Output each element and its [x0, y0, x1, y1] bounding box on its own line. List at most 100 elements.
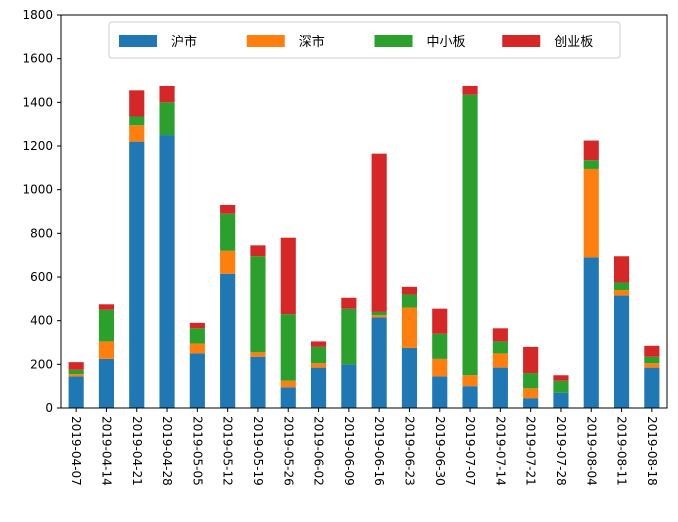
y-tick-label-1: 200 — [30, 357, 53, 371]
legend-box — [108, 21, 621, 59]
bar-segment-s2-c3 — [159, 102, 175, 136]
bar-segment-s1-c13 — [462, 375, 478, 387]
bar-segment-s1-c12 — [432, 358, 448, 377]
plot-frame — [60, 14, 668, 409]
x-tick-label-5: 2019-05-12 — [221, 416, 235, 486]
bar-segment-s3-c5 — [220, 204, 236, 214]
x-tick-label-16: 2019-07-28 — [554, 416, 568, 486]
bar-segment-s2-c1 — [98, 309, 115, 342]
bar-segment-s1-c2 — [129, 125, 145, 142]
bar-segment-s1-c14 — [492, 353, 508, 368]
x-tick-label-18: 2019-08-11 — [615, 416, 629, 486]
bar-segment-s1-c5 — [220, 250, 236, 274]
bar-segment-s3-c0 — [68, 362, 84, 370]
bar-segment-s0-c11 — [401, 347, 418, 408]
bar-segment-s2-c9 — [341, 308, 357, 365]
bar-segment-s2-c15 — [523, 373, 539, 389]
bar-segment-s3-c19 — [644, 345, 660, 357]
bar-segment-s3-c1 — [98, 304, 115, 310]
y-axis: 0 200 400 600 800 1000 1200 1400 1600 1800 — [22, 8, 61, 415]
bar-segment-s3-c6 — [250, 245, 266, 257]
bar-segment-s2-c18 — [613, 282, 630, 291]
bar-segment-s2-c14 — [492, 341, 508, 354]
x-tick-label-19: 2019-08-18 — [645, 416, 659, 486]
bar-segment-s2-c0 — [68, 369, 84, 375]
legend-swatch-0 — [119, 35, 157, 47]
bar-segment-s1-c0 — [68, 374, 84, 377]
bar-segment-s0-c4 — [189, 353, 205, 408]
x-tick-label-13: 2019-07-07 — [463, 416, 477, 486]
y-tick-label-5: 1000 — [22, 183, 53, 197]
bar-segment-s1-c19 — [644, 363, 660, 368]
y-tick-label-4: 800 — [30, 226, 53, 240]
bar-segment-s2-c17 — [583, 160, 599, 169]
bar-segment-s2-c5 — [220, 213, 236, 251]
bar-segment-s2-c11 — [401, 294, 418, 308]
bar-segment-s2-c16 — [553, 380, 569, 393]
legend-label-0: 沪市 — [171, 34, 197, 50]
bar-segment-s0-c15 — [523, 398, 539, 408]
bar-segment-s1-c1 — [98, 341, 115, 359]
bar-segment-s0-c3 — [159, 135, 175, 408]
x-tick-label-7: 2019-05-26 — [281, 416, 295, 486]
bars-layer — [68, 85, 660, 409]
y-tick-label-9: 1800 — [22, 8, 53, 22]
bar-segment-s0-c2 — [129, 141, 145, 408]
x-tick-label-0: 2019-04-07 — [69, 416, 83, 486]
bar-segment-s2-c7 — [280, 314, 296, 381]
bar-segment-s1-c10 — [371, 315, 387, 318]
bar-segment-s2-c10 — [371, 311, 387, 316]
x-tick-label-9: 2019-06-09 — [342, 416, 356, 486]
bar-segment-s3-c13 — [462, 85, 478, 95]
x-tick-label-8: 2019-06-02 — [312, 416, 326, 486]
legend-swatch-2 — [374, 35, 413, 47]
bar-segment-s2-c13 — [462, 94, 478, 376]
legend-swatch-3 — [502, 35, 541, 47]
legend: 沪市 深市 中小板 创业板 — [108, 21, 621, 59]
bar-segment-s0-c19 — [644, 367, 660, 408]
bar-segment-s2-c2 — [129, 116, 145, 126]
bar-segment-s1-c8 — [310, 363, 327, 368]
bar-segment-s1-c17 — [583, 168, 599, 258]
x-tick-label-15: 2019-07-21 — [524, 416, 538, 486]
y-tick-label-8: 1600 — [22, 52, 53, 66]
bar-segment-s0-c9 — [341, 364, 357, 408]
bar-segment-s0-c8 — [310, 367, 327, 408]
x-tick-label-14: 2019-07-14 — [493, 416, 507, 486]
bar-segment-s0-c7 — [280, 387, 296, 408]
bar-segment-s2-c4 — [189, 328, 205, 344]
bar-segment-s0-c14 — [492, 367, 508, 408]
bar-segment-s1-c11 — [401, 307, 418, 348]
x-tick-label-3: 2019-04-28 — [160, 416, 174, 486]
bar-segment-s1-c7 — [280, 380, 296, 388]
x-tick-label-12: 2019-06-30 — [433, 416, 447, 486]
bar-segment-s0-c18 — [613, 295, 630, 408]
bar-segment-s0-c0 — [68, 376, 84, 408]
bar-segment-s1-c4 — [189, 343, 205, 354]
bar-segment-s3-c4 — [189, 322, 205, 329]
y-tick-label-0: 0 — [45, 401, 53, 415]
bar-segment-s0-c17 — [583, 257, 599, 408]
bar-segment-s3-c11 — [401, 286, 418, 295]
bar-segment-s2-c6 — [250, 256, 266, 353]
bar-segment-s0-c1 — [98, 358, 115, 409]
bar-segment-s2-c12 — [432, 333, 448, 359]
y-tick-label-3: 600 — [30, 270, 53, 284]
bar-segment-s3-c9 — [341, 297, 357, 309]
x-tick-label-11: 2019-06-23 — [402, 416, 416, 486]
bar-segment-s2-c19 — [644, 356, 660, 364]
x-tick-label-6: 2019-05-19 — [251, 416, 265, 486]
bar-segment-s1-c6 — [250, 352, 266, 357]
bar-segment-s0-c13 — [462, 386, 478, 408]
y-tick-label-6: 1200 — [22, 139, 53, 153]
legend-label-1: 深市 — [299, 34, 325, 50]
bar-segment-s3-c8 — [310, 341, 327, 347]
x-tick-label-4: 2019-05-05 — [190, 416, 204, 486]
y-tick-label-7: 1400 — [22, 95, 53, 109]
x-tick-label-10: 2019-06-16 — [372, 416, 386, 486]
bar-segment-s0-c5 — [220, 273, 236, 408]
x-tick-label-2: 2019-04-21 — [130, 416, 144, 486]
bar-segment-s3-c18 — [613, 256, 630, 283]
bar-segment-s0-c6 — [250, 356, 266, 408]
